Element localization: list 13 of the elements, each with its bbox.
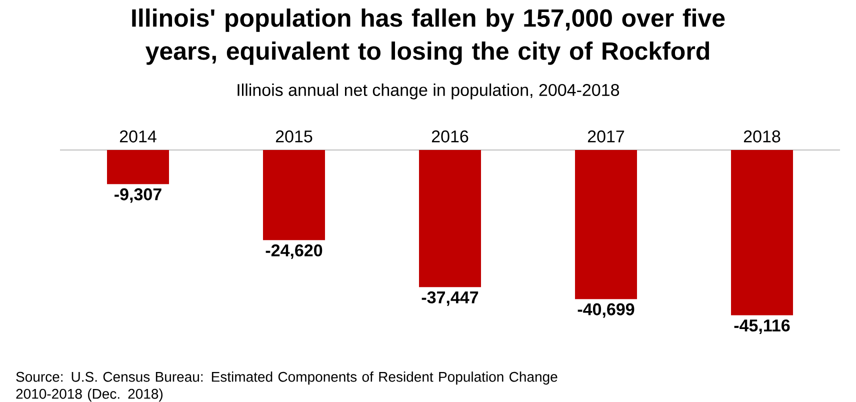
x-tick-label: 2015 bbox=[276, 130, 312, 142]
data-label: -40,699 bbox=[578, 303, 634, 318]
x-tick-label: 2014 bbox=[120, 130, 156, 142]
chart-title: Illinois' population has fallen by 157,000 over five years, equivalent to losing the city of Rockford bbox=[132, 8, 725, 65]
data-label: -24,620 bbox=[266, 244, 322, 259]
data-label: -45,116 bbox=[734, 319, 790, 334]
data-label: -9,307 bbox=[114, 188, 162, 203]
chart-subtitle: Illinois annual net change in population, 2004-2018 bbox=[238, 84, 620, 100]
source-note: Source: U.S. Census Bureau: Estimated Components of Resident Population Change 2010-2018 (Dec. 2018) bbox=[16, 372, 558, 402]
x-tick-label: 2017 bbox=[588, 130, 624, 142]
data-label: -37,447 bbox=[422, 291, 478, 306]
x-tick-label: 2016 bbox=[432, 130, 468, 142]
x-tick-label: 2018 bbox=[744, 130, 780, 142]
